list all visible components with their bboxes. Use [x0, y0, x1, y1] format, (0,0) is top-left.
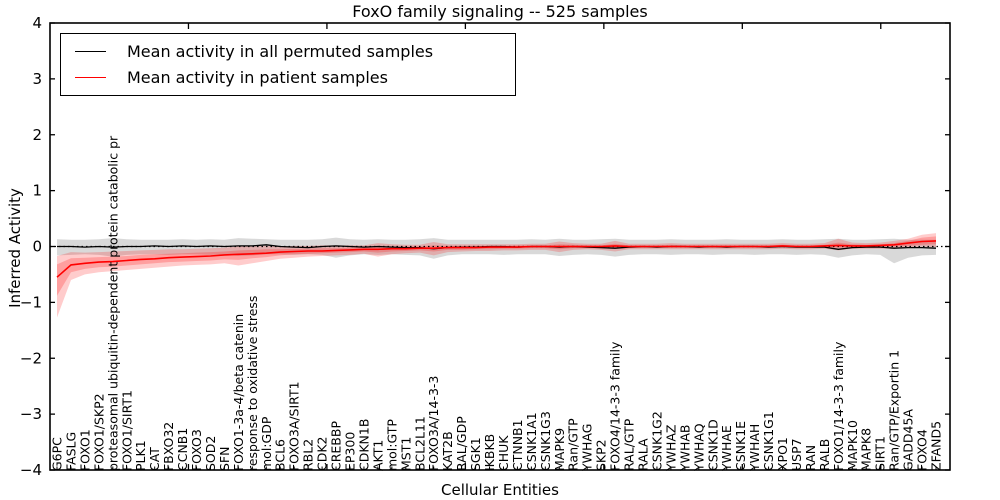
x-tick-label: RALB: [817, 439, 832, 471]
x-tick-label: FOXO1/14-3-3 family: [831, 341, 846, 471]
x-tick-label: GADD45A: [901, 409, 916, 471]
x-tick-label: FOXO1/SIRT1: [119, 390, 134, 471]
x-tick-label: BCL6: [273, 439, 288, 471]
permuted-range-band: [57, 237, 936, 264]
patient-line-swatch: [75, 77, 106, 79]
patient-mean-line: [56, 240, 937, 278]
x-tick-label: MAPK9: [552, 428, 567, 471]
x-tick-label: CCNB1: [175, 428, 190, 471]
legend-label-patient: Mean activity in patient samples: [127, 68, 388, 88]
x-tick-label: CSNK1G2: [649, 411, 664, 471]
x-tick-label: YWHAG: [580, 424, 595, 472]
x-tick-label: RBL2: [301, 439, 316, 471]
x-tick-label: CSNK1G1: [761, 411, 776, 471]
x-tick-label: CAT: [147, 447, 162, 471]
x-tick-label: FOXO1: [77, 429, 92, 471]
x-tick-label: AKT1: [370, 440, 385, 471]
patient-range-inner-band: [57, 236, 936, 296]
x-tick-label: CDK2: [315, 436, 330, 471]
x-tick-label: RAN: [803, 445, 818, 471]
x-tick-label: YWHAZ: [663, 424, 678, 472]
legend-item-patient: Mean activity in patient samples: [61, 65, 515, 91]
x-tick-label: MST1: [398, 437, 413, 471]
x-tick-label: USP7: [789, 438, 804, 471]
x-tick-label: proteasomal ubiquitin-dependent protein …: [105, 135, 120, 471]
y-axis-title: Inferred Activity: [6, 188, 24, 308]
x-axis-title: Cellular Entities: [441, 481, 559, 499]
x-tick-label: FOXO1/SKP2: [91, 393, 106, 471]
x-tick-label: YWHAQ: [691, 423, 706, 472]
x-tick-label: Ran/GTP: [566, 418, 581, 471]
x-tick-label: KAT2B: [440, 431, 455, 471]
x-tick-label: YWHAH: [747, 424, 762, 472]
x-tick-label: FOXO3: [189, 429, 204, 471]
x-tick-label: CREBBP: [329, 421, 344, 471]
x-tick-label: EP300: [343, 432, 358, 471]
x-tick-label: SFN: [217, 447, 232, 471]
x-tick-label: XPO1: [775, 437, 790, 471]
legend-box: Mean activity in all permuted samples Me…: [60, 33, 516, 96]
x-tick-label: CSNK1A1: [524, 412, 539, 471]
permuted-line-swatch: [75, 50, 106, 52]
chart-title: FoxO family signaling -- 525 samples: [352, 2, 648, 21]
x-tick-label: MAPK10: [845, 420, 860, 471]
x-tick-label: SOD2: [203, 436, 218, 471]
x-tick-label: FASLG: [63, 432, 78, 471]
y-tick-label: −3: [20, 405, 42, 423]
x-tick-label: RAL/GTP: [622, 418, 637, 471]
x-tick-label: CSNK1G3: [538, 411, 553, 471]
x-tick-label: FOXO3A/14-3-3: [426, 376, 441, 471]
x-tick-label: PLK1: [133, 440, 148, 471]
x-tick-label: RALA: [636, 438, 651, 471]
y-tick-label: 1: [32, 182, 42, 200]
x-tick-label: CTNNB1: [510, 419, 525, 471]
legend-item-permuted: Mean activity in all permuted samples: [61, 38, 515, 64]
y-tick-label: 2: [32, 126, 42, 144]
x-tick-label: MAPK8: [859, 428, 874, 471]
x-tick-label: ZFAND5: [929, 421, 944, 471]
y-tick-label: 0: [32, 238, 42, 256]
patient-range-outer-band: [57, 233, 936, 318]
x-tick-label: CDKN1B: [356, 419, 371, 471]
x-tick-label: IKBKB: [482, 434, 497, 471]
legend-label-permuted: Mean activity in all permuted samples: [127, 41, 434, 61]
x-tick-label: FOXO3A/SIRT1: [287, 381, 302, 471]
x-tick-label: FOXO4: [915, 429, 930, 471]
x-tick-label: FOXO4/14-3-3 family: [608, 341, 623, 471]
y-tick-label: 3: [32, 70, 42, 88]
y-tick-label: −1: [20, 293, 42, 311]
x-tick-label: FBXO32: [161, 422, 176, 471]
x-tick-label: YWHAE: [719, 425, 734, 472]
x-tick-label: Ran/GTP/Exportin 1: [887, 350, 902, 471]
x-tick-label: YWHAB: [677, 424, 692, 472]
x-tick-label: BCL2L11: [412, 416, 427, 471]
x-tick-label: RAL/GDP: [454, 416, 469, 471]
x-tick-label: CHUK: [496, 435, 511, 471]
x-tick-label: SGK1: [468, 437, 483, 471]
x-tick-label: G6PC: [50, 437, 65, 471]
x-tick-label: FOXO1-3a-4/beta catenin: [231, 314, 246, 471]
x-tick-label: SKP2: [594, 439, 609, 471]
y-tick-label: −2: [20, 349, 42, 367]
x-tick-label: mol:GDP: [259, 416, 274, 471]
y-tick-label: −4: [20, 461, 42, 479]
x-tick-label: CSNK1D: [705, 419, 720, 471]
x-tick-label: response to oxidative stress: [245, 296, 260, 471]
x-tick-label: CSNK1E: [733, 421, 748, 471]
x-tick-label: SIRT1: [873, 436, 888, 471]
x-tick-label: mol:GTP: [384, 419, 399, 471]
y-tick-label: 4: [32, 14, 42, 32]
